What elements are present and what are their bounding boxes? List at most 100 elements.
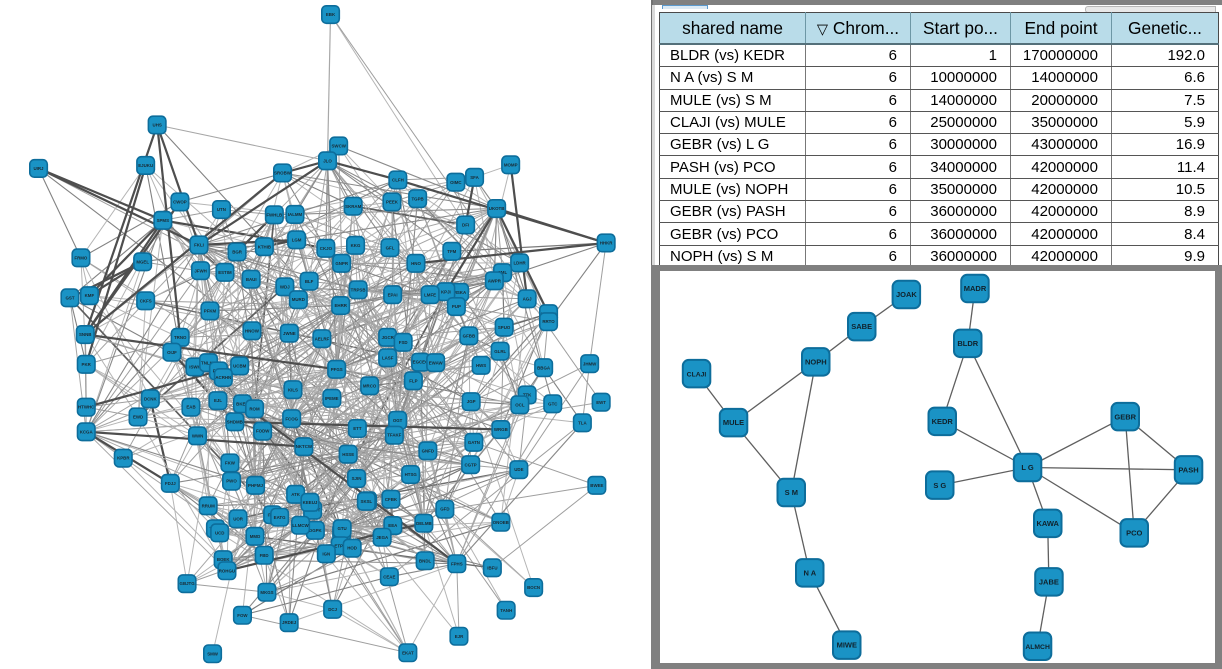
svg-text:PFGS: PFGS xyxy=(331,367,343,372)
svg-text:ISWK: ISWK xyxy=(189,365,201,370)
svg-text:CWOP: CWOP xyxy=(173,200,187,205)
svg-text:DELMB: DELMB xyxy=(416,521,432,526)
svg-text:GNPR: GNPR xyxy=(335,261,349,266)
svg-text:JRDEJ: JRDEJ xyxy=(282,620,297,625)
svg-text:AWPR: AWPR xyxy=(488,279,502,284)
svg-text:SJIN: SJIN xyxy=(352,476,362,481)
svg-text:HTSG: HTSG xyxy=(405,472,418,477)
svg-text:KTHIB: KTHIB xyxy=(258,244,271,249)
svg-text:LLMCW: LLMCW xyxy=(292,523,309,528)
svg-text:SMW: SMW xyxy=(207,651,219,656)
svg-text:MGEL: MGEL xyxy=(136,259,149,264)
svg-text:LASF: LASF xyxy=(382,355,394,360)
svg-text:TRPSB: TRPSB xyxy=(351,287,366,292)
svg-text:UHS: UHS xyxy=(153,123,162,128)
svg-text:SPUO: SPUO xyxy=(498,325,511,330)
svg-text:DCJ: DCJ xyxy=(328,607,337,612)
svg-text:UKOTB: UKOTB xyxy=(489,206,505,211)
svg-text:GST: GST xyxy=(65,296,74,301)
svg-text:SNNB: SNNB xyxy=(79,332,91,337)
svg-text:GEBR: GEBR xyxy=(1114,412,1136,421)
svg-text:EJUKU: EJUKU xyxy=(138,163,153,168)
svg-text:HTWHC: HTWHC xyxy=(78,405,95,410)
svg-text:GNFD: GNFD xyxy=(422,449,434,454)
svg-text:L G: L G xyxy=(1021,463,1034,472)
svg-text:S G: S G xyxy=(933,481,946,490)
svg-text:PUP: PUP xyxy=(452,304,461,309)
svg-text:GBJTG: GBJTG xyxy=(180,581,196,586)
svg-text:CKJO: CKJO xyxy=(320,246,333,251)
svg-text:PHFMJ: PHFMJ xyxy=(248,483,263,488)
svg-text:BOEK: BOEK xyxy=(217,557,231,562)
svg-text:JEGA: JEGA xyxy=(376,535,389,540)
svg-text:ROM: ROM xyxy=(249,406,260,411)
svg-text:ONOEB: ONOEB xyxy=(493,520,509,525)
svg-text:LGM: LGM xyxy=(292,237,302,242)
svg-text:KILS: KILS xyxy=(288,387,298,392)
svg-text:OCL: OCL xyxy=(515,402,525,407)
svg-text:CLFH: CLFH xyxy=(392,178,404,183)
svg-text:BKEU: BKEU xyxy=(236,401,248,406)
svg-text:EBK: EBK xyxy=(326,12,336,17)
svg-text:IGN: IGN xyxy=(322,552,330,557)
svg-text:FRMO: FRMO xyxy=(74,256,88,261)
svg-text:KEDR: KEDR xyxy=(932,417,954,426)
svg-text:ALMCH: ALMCH xyxy=(1025,644,1050,651)
svg-text:BNDL: BNDL xyxy=(419,558,432,563)
svg-text:GTU: GTU xyxy=(337,526,346,531)
svg-text:LMFE: LMFE xyxy=(424,292,436,297)
svg-text:AELRF: AELRF xyxy=(315,336,330,341)
svg-text:FSD: FSD xyxy=(399,340,408,345)
svg-text:MIWE: MIWE xyxy=(837,641,857,650)
svg-text:MSKA: MSKA xyxy=(453,290,467,295)
svg-text:ETPA: ETPA xyxy=(334,543,346,548)
svg-text:IBFU: IBFU xyxy=(487,566,497,571)
svg-text:SABE: SABE xyxy=(851,322,872,331)
svg-text:JFWH: JFWH xyxy=(194,268,206,273)
svg-text:FOW: FOW xyxy=(237,613,248,618)
svg-text:EGCEG: EGCEG xyxy=(413,360,429,365)
svg-text:MURD: MURD xyxy=(292,297,305,302)
svg-text:MULE: MULE xyxy=(723,418,744,427)
svg-text:EATG: EATG xyxy=(274,515,286,520)
svg-text:KCGA: KCGA xyxy=(80,429,94,434)
svg-text:NOPH: NOPH xyxy=(805,357,827,366)
svg-text:MKGS: MKGS xyxy=(260,590,273,595)
svg-text:S M: S M xyxy=(785,488,798,497)
svg-text:FODW: FODW xyxy=(256,429,270,434)
svg-text:GFBB: GFBB xyxy=(463,333,475,338)
svg-text:FPHS: FPHS xyxy=(451,561,463,566)
svg-text:PWO: PWO xyxy=(226,479,237,484)
svg-text:CFBK: CFBK xyxy=(385,497,398,502)
svg-text:SROBW: SROBW xyxy=(274,171,292,176)
svg-text:BLF: BLF xyxy=(305,279,314,284)
svg-text:UTN: UTN xyxy=(217,207,226,212)
svg-text:NKTCW: NKTCW xyxy=(296,444,313,449)
svg-text:KPJI: KPJI xyxy=(441,289,451,294)
svg-text:TANH: TANH xyxy=(500,608,512,613)
svg-text:EPAI: EPAI xyxy=(388,292,398,297)
svg-text:SWCW: SWCW xyxy=(332,144,347,149)
svg-text:FCOG: FCOG xyxy=(285,416,298,421)
svg-text:LDHR: LDHR xyxy=(513,260,526,265)
svg-text:EJL: EJL xyxy=(214,398,222,403)
svg-text:GATN: GATN xyxy=(468,440,480,445)
svg-text:TTK: TTK xyxy=(523,393,532,398)
svg-text:HNO: HNO xyxy=(411,261,421,266)
svg-text:BLDR: BLDR xyxy=(957,339,978,348)
svg-text:EEA: EEA xyxy=(388,523,398,528)
svg-text:CLAJI: CLAJI xyxy=(687,371,707,378)
svg-text:IALMM: IALMM xyxy=(288,212,303,217)
svg-text:MRCO: MRCO xyxy=(363,383,377,388)
svg-text:SKRAM: SKRAM xyxy=(345,204,361,209)
svg-text:SML: SML xyxy=(498,270,508,275)
svg-text:SFA: SFA xyxy=(470,175,479,180)
svg-text:SHDMB: SHDMB xyxy=(227,420,243,425)
svg-text:PFKM: PFKM xyxy=(204,309,217,314)
svg-text:KPBR: KPBR xyxy=(117,456,130,461)
svg-text:ACRHN: ACRHN xyxy=(215,375,231,380)
svg-text:TNLKU: TNLKU xyxy=(201,360,216,365)
svg-text:WRGB: WRGB xyxy=(494,427,508,432)
svg-text:BAUI: BAUI xyxy=(246,277,257,282)
svg-text:JGCR: JGCR xyxy=(382,335,395,340)
